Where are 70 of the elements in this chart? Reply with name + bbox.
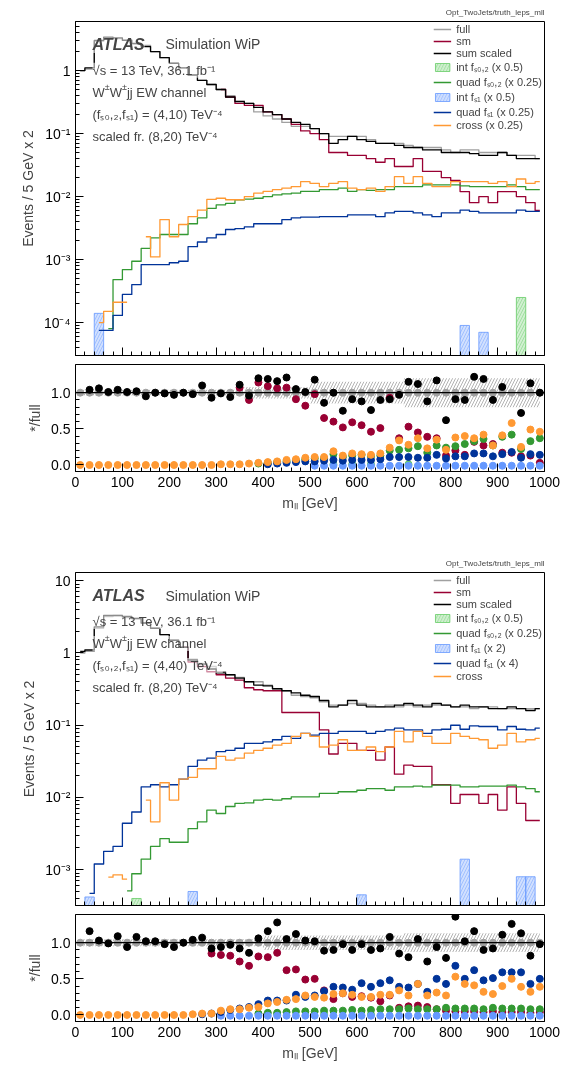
y-axis-title: Events / 5 GeV x 2 [19, 129, 36, 247]
legend-label: quad fₛ₀,₂ (x 0.25) [456, 626, 542, 640]
y-axis-title: */full [27, 954, 44, 982]
y-tick-label: 10 [54, 572, 71, 589]
annotation: scaled fr. (8,20) TeV⁻⁴ [92, 680, 218, 695]
y-axis-title: Events / 5 GeV x 2 [21, 680, 38, 798]
x-tick-label: 100 [110, 473, 135, 490]
legend-label: sum scaled [456, 47, 512, 59]
y-tick-label: 10⁻² [45, 789, 71, 806]
y-tick-label: 1 [62, 644, 71, 661]
y-tick-label: 0.5 [51, 420, 71, 437]
legend-label: quad fₛ₀,₂ (x 0.25) [456, 75, 542, 89]
x-tick-label: 500 [298, 1023, 322, 1040]
legend-label: quad fₛ₁ (x 4) [456, 656, 519, 670]
legend-label: sum scaled [456, 598, 512, 610]
x-tick-label: 1000 [528, 1023, 561, 1040]
x-tick-label: 300 [204, 1023, 229, 1040]
x-tick-label: 800 [439, 473, 463, 490]
annotation: W±W±jj EW channel [92, 81, 207, 100]
x-tick-label: 500 [298, 473, 322, 490]
text: Opt_TwoJets/truth_leps_mll [445, 7, 545, 17]
y-tick-label: 1.0 [51, 934, 71, 951]
y-tick-label: 10⁻⁴ [43, 314, 71, 331]
legend-label: cross (x 0.25) [456, 119, 523, 131]
y-tick-label: 1.0 [51, 384, 71, 401]
legend-label: full [456, 574, 472, 586]
y-tick-label: 0.5 [51, 970, 71, 987]
legend-label: int fₛ₁ (x 2) [456, 641, 506, 655]
x-tick-label: 200 [157, 473, 182, 490]
annotation: Simulation WiP [165, 587, 261, 604]
y-tick-label: 0.0 [51, 1006, 71, 1023]
y-tick-label: 1 [62, 62, 71, 79]
y-tick-label: 0.0 [51, 456, 71, 473]
text: Opt_TwoJets/truth_leps_mll [445, 558, 545, 568]
legend-label: cross [456, 670, 483, 682]
legend-label: int fₛ₀,₂ (x 0.5) [456, 611, 524, 625]
y-tick-label: 10⁻³ [45, 251, 71, 268]
x-tick-label: 0 [71, 1023, 80, 1040]
legend-label: quad fₛ₁ (x 0.25) [456, 105, 534, 119]
x-tick-label: 700 [392, 1023, 416, 1040]
legend-label: int fₛ₀,₂ (x 0.5) [456, 60, 524, 74]
annotation: scaled fr. (8,20) TeV⁻⁴ [92, 128, 218, 144]
y-tick-label: 10⁻¹ [45, 125, 71, 142]
x-tick-label: 800 [439, 1023, 463, 1040]
y-axis-title: */full [27, 404, 44, 432]
x-tick-label: 600 [345, 473, 369, 490]
annotation: (fₛ₀,₂,fₛ₁) = (4,10) TeV⁻⁴ [92, 106, 223, 122]
x-tick-label: 700 [392, 473, 416, 490]
x-tick-label: 900 [485, 1023, 510, 1040]
y-tick-label: 10⁻³ [45, 861, 71, 878]
y-tick-label: 10⁻¹ [45, 717, 71, 734]
y-tick-label: 10⁻² [45, 188, 71, 205]
x-tick-label: 0 [71, 473, 80, 490]
legend-label: sm [456, 35, 472, 47]
annotation: ATLAS [91, 587, 145, 604]
x-axis-title: mₗₗ [GeV] [282, 1044, 338, 1061]
x-tick-label: 600 [345, 1023, 369, 1040]
annotation: Simulation WiP [165, 36, 261, 53]
x-tick-label: 1000 [528, 473, 561, 490]
x-tick-label: 900 [485, 473, 510, 490]
x-tick-label: 200 [157, 1023, 182, 1040]
legend-label: int fₛ₁ (x 0.5) [456, 90, 515, 104]
annotation: √s = 13 TeV, 36.1 fb⁻¹ [92, 62, 216, 78]
x-tick-label: 300 [204, 473, 229, 490]
x-tick-label: 400 [251, 1023, 275, 1040]
x-tick-label: 400 [251, 473, 275, 490]
legend-label: full [456, 23, 472, 35]
legend-label: sm [456, 586, 472, 598]
x-axis-title: mₗₗ [GeV] [282, 494, 338, 511]
x-tick-label: 100 [110, 1023, 135, 1040]
